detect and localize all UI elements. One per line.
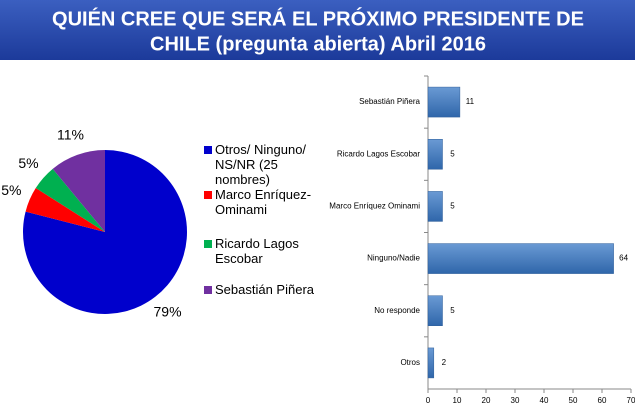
data-label: 5% bbox=[18, 155, 38, 171]
legend-swatch bbox=[204, 191, 212, 199]
title-band bbox=[0, 0, 635, 60]
x-tick-label: 30 bbox=[511, 396, 520, 405]
title: CHILE (pregunta abierta) Abril 2016 bbox=[150, 33, 486, 55]
pie-slice bbox=[52, 150, 105, 232]
x-tick-label: 20 bbox=[482, 396, 491, 405]
x-tick-label: 0 bbox=[426, 396, 431, 405]
y-tick-label: Ninguno/Nadie bbox=[367, 254, 420, 263]
x-tick-label: 70 bbox=[627, 396, 635, 405]
y-tick-label: Otros bbox=[400, 358, 420, 367]
bar bbox=[427, 295, 443, 326]
pie-slice bbox=[35, 168, 106, 232]
data-label: 5% bbox=[1, 182, 21, 198]
data-label: 64 bbox=[619, 254, 628, 263]
x-tick-label: 40 bbox=[540, 396, 549, 405]
legend-label: Marco Enríquez-Ominami bbox=[215, 187, 312, 217]
legend-label: Ricardo Lagos Escobar bbox=[215, 236, 299, 266]
legend-label: Otros/ Ninguno/ NS/NR (25 nombres) bbox=[215, 142, 307, 187]
data-label: 79% bbox=[154, 303, 182, 319]
title: QUIÉN CREE QUE SERÁ EL PRÓXIMO PRESIDENT… bbox=[52, 6, 584, 30]
data-label: 5 bbox=[450, 149, 455, 158]
y-tick-label: Marco Enríquez Ominami bbox=[329, 202, 420, 211]
legend-swatch bbox=[204, 240, 212, 248]
bar bbox=[427, 191, 443, 222]
pie-slice bbox=[25, 188, 106, 232]
x-tick-label: 50 bbox=[569, 396, 578, 405]
y-tick-label: No responde bbox=[374, 306, 420, 315]
bar bbox=[427, 347, 435, 379]
data-label: 5 bbox=[450, 306, 455, 315]
legend-label: Sebastián Piñera bbox=[215, 282, 315, 297]
bar bbox=[427, 243, 614, 274]
y-tick-label: Sebastián Piñera bbox=[359, 97, 420, 106]
data-label: 2 bbox=[442, 358, 447, 367]
data-label: 11 bbox=[466, 97, 475, 106]
x-tick-label: 10 bbox=[453, 396, 462, 405]
data-label: 11% bbox=[57, 127, 84, 143]
y-tick-label: Ricardo Lagos Escobar bbox=[337, 149, 420, 158]
bar bbox=[427, 86, 461, 118]
data-label: 5 bbox=[450, 202, 455, 211]
x-tick-label: 60 bbox=[598, 396, 607, 405]
legend-swatch bbox=[204, 286, 212, 294]
legend-swatch bbox=[204, 146, 212, 154]
bar bbox=[427, 139, 443, 170]
